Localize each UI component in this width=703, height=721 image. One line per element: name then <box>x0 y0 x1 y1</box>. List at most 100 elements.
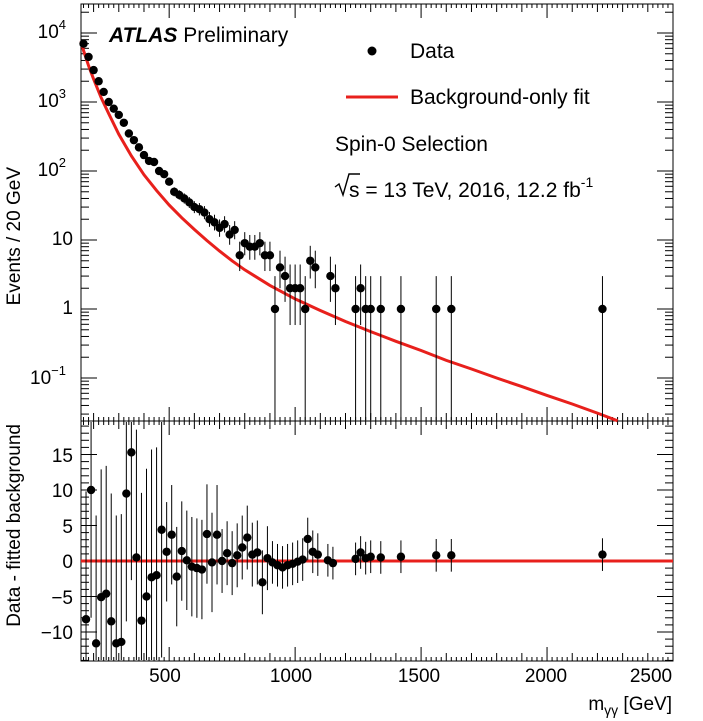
top-y-tick-label: 10−1 <box>30 363 66 389</box>
residual-point <box>81 615 91 624</box>
data-point <box>376 304 385 314</box>
data-point <box>114 110 123 120</box>
data-point <box>598 304 607 314</box>
data-point <box>164 177 174 186</box>
top-y-tick-labels: 104 103 102 10 1 10−1 <box>30 17 73 389</box>
data-point <box>89 65 98 75</box>
residual-point <box>243 533 252 542</box>
residual-point <box>132 553 141 562</box>
data-point <box>301 304 310 314</box>
residual-point <box>107 617 116 626</box>
residual-point <box>137 616 146 625</box>
top-panel-frame <box>80 3 674 422</box>
data-point <box>109 104 118 113</box>
residual-point <box>232 551 242 560</box>
data-point <box>280 271 290 281</box>
x-axis-title: mγγ [GeV] <box>588 694 672 718</box>
data-point <box>311 263 320 272</box>
residual-point <box>351 554 360 564</box>
selection-label: Spin-0 Selection <box>335 133 488 156</box>
top-y-tick-label: 102 <box>38 155 66 181</box>
x-tick-label: 1000 <box>270 666 312 687</box>
bottom-panel-frame <box>80 420 674 662</box>
legend-data-label: Data <box>410 40 455 63</box>
residual-point <box>222 548 232 558</box>
data-point <box>447 304 456 314</box>
top-y-tick-label: 104 <box>38 17 66 43</box>
data-point <box>275 263 285 272</box>
data-point <box>124 129 134 138</box>
bottom-y-tick-labels: 15 10 5 0 −5 −10 <box>41 446 73 644</box>
bottom-y-tick-label: 15 <box>52 446 73 467</box>
bottom-y-tick-label: 10 <box>52 481 73 502</box>
data-point <box>326 271 335 281</box>
residual-point <box>91 639 101 648</box>
data-point <box>119 118 129 127</box>
residual-point <box>207 558 217 567</box>
residual-point <box>258 578 267 587</box>
data-point <box>159 169 169 179</box>
data-point <box>265 251 275 260</box>
residual-point <box>152 571 161 580</box>
data-point <box>351 304 360 314</box>
bottom-panel-ticks <box>81 421 674 661</box>
data-point <box>210 218 219 227</box>
residual-point <box>197 565 207 574</box>
residual-point <box>212 530 222 539</box>
x-tick-labels: 500 1000 1500 2000 2500 <box>149 666 672 687</box>
residual-point <box>122 489 131 498</box>
residual-point <box>127 448 136 457</box>
residual-point <box>177 546 186 556</box>
residual-point <box>182 556 192 565</box>
residual-point <box>396 552 406 561</box>
top-panel-ticks <box>81 4 674 421</box>
data-point <box>149 157 159 167</box>
bottom-y-tick-label: −10 <box>41 623 73 644</box>
residual-point <box>117 637 126 647</box>
fit-curve <box>79 40 619 423</box>
data-point <box>99 87 108 97</box>
data-point <box>104 97 113 107</box>
residual-point <box>167 530 176 539</box>
x-tick-label: 2500 <box>630 666 672 687</box>
residual-point <box>142 592 151 601</box>
residual-point <box>202 529 212 539</box>
data-point <box>306 256 315 265</box>
residual-point <box>356 548 365 557</box>
residual-point <box>217 556 227 566</box>
residual-point <box>253 548 262 557</box>
data-point <box>366 304 375 314</box>
bottom-y-tick-label: −5 <box>51 588 73 609</box>
residual-point <box>376 553 385 562</box>
data-point <box>94 77 103 86</box>
top-y-tick-label: 103 <box>38 86 66 112</box>
data-point <box>230 225 239 235</box>
legend: Data Background-only fit <box>346 40 590 109</box>
x-tick-label: 2000 <box>525 666 567 687</box>
residual-point <box>313 550 322 559</box>
bottom-y-tick-label: 0 <box>62 552 73 573</box>
data-point <box>139 150 149 160</box>
data-point <box>129 135 139 145</box>
energy-lumi-text: s = 13 TeV, 2016, 12.2 fb-1 <box>349 174 593 202</box>
residual-point <box>366 552 375 561</box>
residual-point <box>432 551 441 560</box>
data-point <box>270 304 280 314</box>
top-y-tick-label: 1 <box>62 298 73 319</box>
bottom-y-tick-label: 5 <box>62 517 73 538</box>
data-point <box>84 52 93 62</box>
legend-data-marker <box>367 46 377 56</box>
data-point <box>295 284 305 293</box>
residual-point <box>157 525 166 534</box>
data-point <box>134 143 144 152</box>
bottom-y-axis-title: Data - fitted background <box>4 424 25 627</box>
atlas-label: ATLAS Preliminary <box>108 24 289 47</box>
x-tick-label: 1500 <box>398 666 440 687</box>
data-point <box>235 251 244 260</box>
residual-point <box>227 558 237 568</box>
energy-lumi-label: s = 13 TeV, 2016, 12.2 fb-1 <box>334 173 593 202</box>
top-panel-data <box>79 39 619 423</box>
data-point <box>432 304 441 314</box>
residual-point <box>298 555 307 564</box>
